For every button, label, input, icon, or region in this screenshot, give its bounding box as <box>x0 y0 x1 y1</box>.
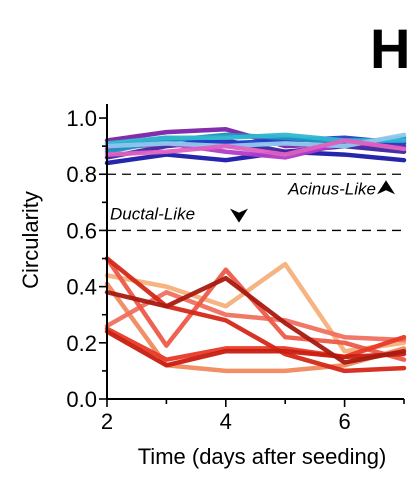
series-line-acinus <box>104 132 407 149</box>
y-tick-label: 0.8 <box>66 162 97 187</box>
x-tick-label: 6 <box>338 409 350 434</box>
y-tick-label: 0.0 <box>66 387 97 412</box>
arrow-down-icon <box>230 208 248 223</box>
series-lines <box>104 127 407 374</box>
x-tick-label: 2 <box>101 409 113 434</box>
axes: 0.0 0.2 0.4 0.6 0.8 1.0 2 4 6 <box>66 104 405 434</box>
x-axis-label: Time (days after seeding) <box>138 444 387 469</box>
series-line-ductal <box>104 256 407 374</box>
y-axis-label: Circularity <box>18 191 43 289</box>
series-line-ductal <box>104 326 407 362</box>
annotations: Acinus-Like Ductal-Like <box>110 179 395 224</box>
series-line-ductal <box>104 329 407 368</box>
x-tick-label: 4 <box>220 409 232 434</box>
y-tick-label: 1.0 <box>66 106 97 131</box>
panel-letter: H <box>370 17 410 80</box>
series-line-ductal <box>104 275 407 365</box>
arrow-up-icon <box>377 180 395 195</box>
threshold-lines <box>107 173 404 232</box>
series-line-acinus <box>104 138 407 157</box>
series-line-ductal <box>104 261 407 354</box>
annotation-acinus-like: Acinus-Like <box>287 179 376 198</box>
y-tick-label: 0.4 <box>66 275 97 300</box>
annotation-ductal-like: Ductal-Like <box>110 205 195 224</box>
y-tick-label: 0.2 <box>66 331 97 356</box>
y-tick-label: 0.6 <box>66 218 97 243</box>
